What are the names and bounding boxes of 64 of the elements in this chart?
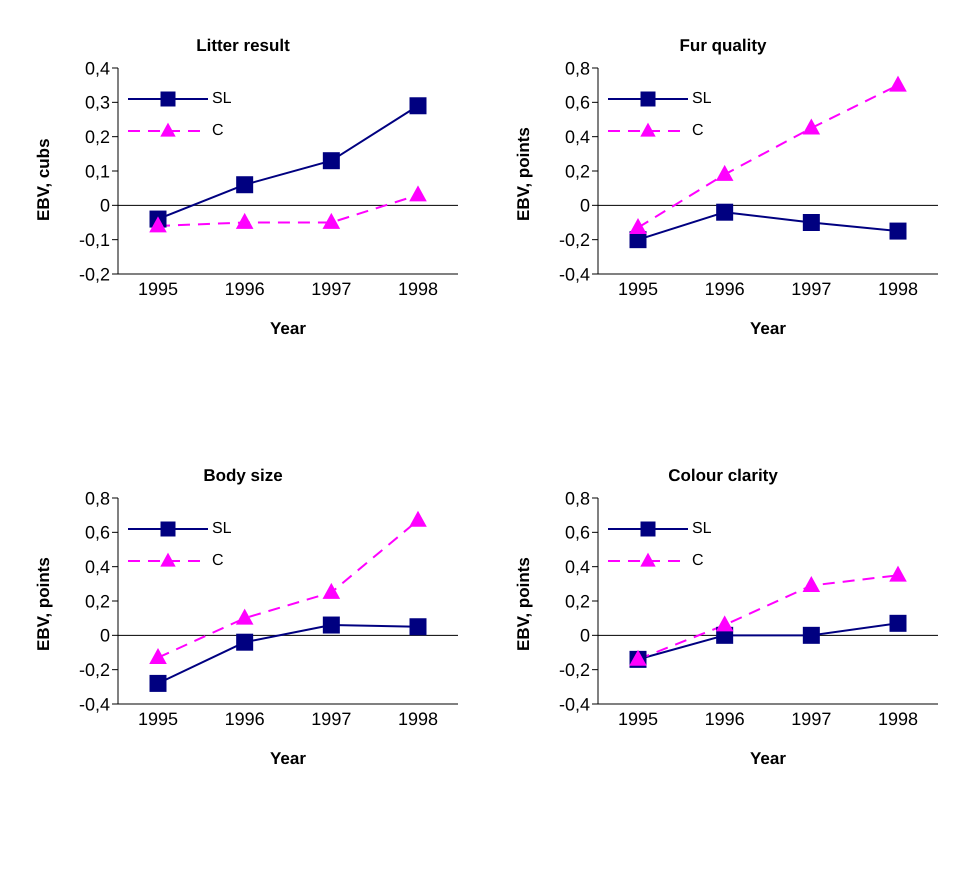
y-tick-label: -0,4: [558, 694, 590, 714]
legend-label: C: [212, 552, 224, 570]
y-tick-label: -0,4: [78, 694, 110, 714]
y-tick-label: 0,4: [564, 127, 590, 148]
y-tick-label: -0,2: [558, 660, 590, 680]
x-axis-title: Year: [750, 749, 786, 768]
y-tick-label: 0,4: [84, 557, 110, 578]
y-axis-title: EBV, cubs: [34, 138, 54, 221]
y-tick-label: 0,4: [84, 58, 110, 78]
x-tick-label: 1997: [311, 278, 352, 299]
y-tick-label: 0: [100, 626, 110, 646]
y-tick-label: 0,6: [84, 522, 110, 543]
x-tick-label: 1996: [224, 708, 265, 729]
y-tick-label: 0: [580, 196, 590, 216]
y-tick-label: 0,2: [564, 161, 590, 182]
legend-label: C: [692, 122, 704, 140]
legend-label: SL: [692, 90, 712, 108]
x-tick-label: 1996: [704, 278, 745, 299]
legend-label: SL: [692, 520, 712, 538]
y-tick-label: -0,2: [78, 264, 110, 284]
y-tick-label: 0: [100, 196, 110, 216]
y-tick-label: 0,1: [84, 161, 110, 182]
y-axis-title: EBV, points: [514, 127, 534, 221]
x-tick-label: 1998: [398, 278, 438, 299]
x-tick-label: 1996: [224, 278, 265, 299]
x-axis-title: Year: [750, 319, 786, 338]
y-tick-label: 0,8: [564, 58, 590, 78]
y-tick-label: 0,8: [84, 488, 110, 508]
y-tick-label: 0: [580, 626, 590, 646]
y-axis-title: EBV, points: [514, 557, 534, 651]
x-tick-label: 1997: [791, 278, 832, 299]
x-tick-label: 1995: [618, 708, 658, 729]
y-tick-label: 0,6: [564, 92, 590, 113]
x-tick-label: 1995: [618, 278, 658, 299]
y-tick-label: -0,4: [558, 264, 590, 284]
x-tick-label: 1997: [311, 708, 352, 729]
x-tick-label: 1995: [138, 708, 178, 729]
legend-label: C: [692, 552, 704, 570]
x-tick-label: 1998: [398, 708, 438, 729]
y-tick-label: 0,8: [564, 488, 590, 508]
chart-title: Fur quality: [678, 36, 768, 56]
y-axis-title: EBV, points: [34, 557, 54, 651]
y-tick-label: -0,1: [78, 230, 110, 250]
y-tick-label: 0,2: [84, 591, 110, 612]
y-tick-label: 0,3: [84, 92, 110, 113]
y-tick-label: 0,2: [564, 591, 590, 612]
legend-label: SL: [212, 520, 232, 538]
x-tick-label: 1995: [138, 278, 178, 299]
y-tick-label: 0,6: [564, 522, 590, 543]
y-tick-label: 0,2: [84, 127, 110, 148]
x-axis-title: Year: [270, 319, 306, 338]
x-axis-title: Year: [270, 749, 306, 768]
x-tick-label: 1998: [878, 278, 918, 299]
x-tick-label: 1996: [704, 708, 745, 729]
x-tick-label: 1998: [878, 708, 918, 729]
legend-label: SL: [212, 90, 232, 108]
y-tick-label: -0,2: [78, 660, 110, 680]
x-tick-label: 1997: [791, 708, 832, 729]
chart-title: Litter result: [195, 36, 291, 56]
chart-title: Colour clarity: [667, 466, 779, 486]
y-tick-label: -0,2: [558, 230, 590, 250]
y-tick-label: 0,4: [564, 557, 590, 578]
chart-title: Body size: [202, 466, 284, 486]
legend-label: C: [212, 122, 224, 140]
